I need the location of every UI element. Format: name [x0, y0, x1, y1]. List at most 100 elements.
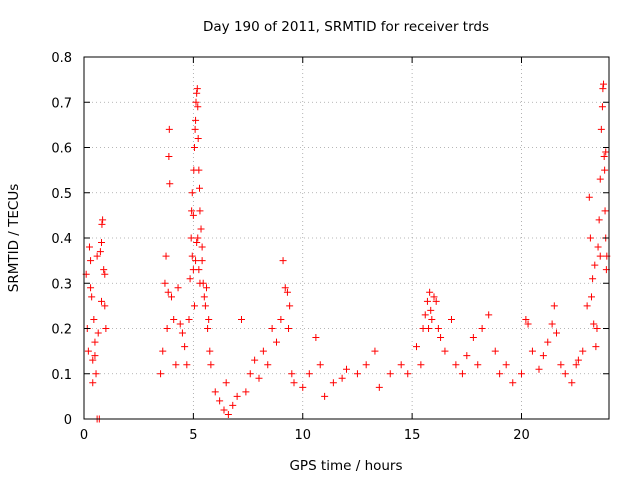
data-point — [474, 361, 482, 369]
data-point — [188, 207, 196, 215]
data-point — [598, 103, 606, 111]
data-point — [329, 379, 337, 387]
y-tick-labels: 0 0.1 0.2 0.3 0.4 0.5 0.6 0.7 0.8 — [51, 51, 72, 428]
data-point — [190, 302, 198, 310]
data-point — [196, 184, 203, 192]
data-point — [568, 379, 576, 387]
data-point — [426, 288, 434, 296]
data-point — [220, 406, 228, 414]
data-point — [597, 125, 605, 133]
data-point — [550, 302, 558, 310]
data-point — [188, 189, 196, 197]
data-point — [251, 356, 259, 364]
data-point — [371, 347, 379, 355]
data-point — [259, 347, 267, 355]
y-tick-label: 0.3 — [51, 277, 72, 292]
data-point — [216, 397, 224, 405]
data-point — [194, 103, 202, 111]
data-point — [165, 153, 173, 161]
data-point — [273, 338, 280, 346]
data-point — [602, 148, 610, 156]
data-point — [321, 392, 329, 400]
axis-ticks — [83, 56, 609, 420]
data-point — [437, 334, 445, 342]
data-point — [193, 239, 201, 247]
data-point — [192, 116, 200, 124]
data-point — [264, 361, 272, 369]
data-point — [528, 347, 536, 355]
data-point — [190, 144, 198, 151]
data-point — [94, 329, 102, 337]
data-point — [172, 361, 180, 369]
data-point — [185, 315, 193, 323]
data-point — [178, 329, 186, 337]
data-point — [194, 234, 202, 242]
data-point — [375, 383, 383, 391]
data-point — [579, 347, 587, 355]
y-tick-label: 0.4 — [51, 232, 72, 247]
data-point — [91, 338, 99, 346]
data-point — [434, 325, 442, 332]
data-point — [194, 134, 202, 142]
data-point — [404, 370, 412, 378]
data-point — [87, 257, 95, 265]
data-point — [224, 410, 232, 418]
data-point — [277, 315, 285, 323]
data-point — [427, 306, 435, 314]
data-point — [196, 279, 204, 287]
data-point — [193, 85, 201, 93]
data-point — [188, 252, 196, 260]
data-point — [588, 293, 595, 301]
data-point — [164, 288, 172, 296]
data-point — [452, 361, 460, 369]
data-point — [593, 325, 601, 332]
data-point — [166, 180, 174, 188]
grid-lines — [84, 57, 609, 419]
data-point — [89, 356, 97, 364]
data-point — [85, 243, 93, 251]
data-points — [82, 80, 611, 423]
data-point — [448, 315, 455, 323]
data-point — [187, 234, 195, 242]
data-point — [413, 343, 420, 351]
x-tick-label: 5 — [189, 428, 197, 443]
data-point — [281, 284, 289, 292]
data-point — [286, 302, 294, 310]
data-point — [574, 356, 582, 364]
data-point — [198, 243, 206, 251]
data-point — [478, 325, 486, 332]
data-point — [222, 379, 230, 387]
y-tick-label: 0.2 — [51, 323, 72, 338]
data-point — [98, 220, 106, 228]
data-point — [98, 239, 105, 247]
data-point — [174, 284, 182, 292]
data-point — [89, 379, 97, 387]
x-tick-label: 10 — [294, 428, 311, 443]
data-point — [585, 193, 593, 201]
data-point — [595, 216, 603, 224]
data-point — [343, 365, 350, 373]
data-point — [242, 388, 250, 396]
data-point — [583, 302, 591, 310]
data-point — [288, 370, 296, 378]
data-point — [193, 89, 201, 97]
x-tick-label: 0 — [80, 428, 88, 443]
y-axis-label: SRMTID / TECUs — [6, 184, 22, 292]
data-point — [553, 329, 560, 337]
data-point — [207, 361, 215, 369]
data-point — [204, 325, 212, 332]
data-point — [181, 343, 189, 351]
y-tick-label: 0.6 — [51, 142, 72, 157]
data-point — [183, 361, 191, 369]
chart-title: Day 190 of 2011, SRMTID for receiver trd… — [203, 19, 489, 35]
x-tick-label: 20 — [513, 428, 530, 443]
x-tick-label: 15 — [404, 428, 421, 443]
data-point — [268, 325, 276, 332]
data-point — [432, 297, 440, 305]
y-tick-label: 0.1 — [51, 368, 72, 383]
y-tick-label: 0.7 — [51, 96, 72, 111]
data-point — [84, 347, 92, 355]
data-point — [458, 370, 466, 378]
data-point — [509, 379, 517, 387]
